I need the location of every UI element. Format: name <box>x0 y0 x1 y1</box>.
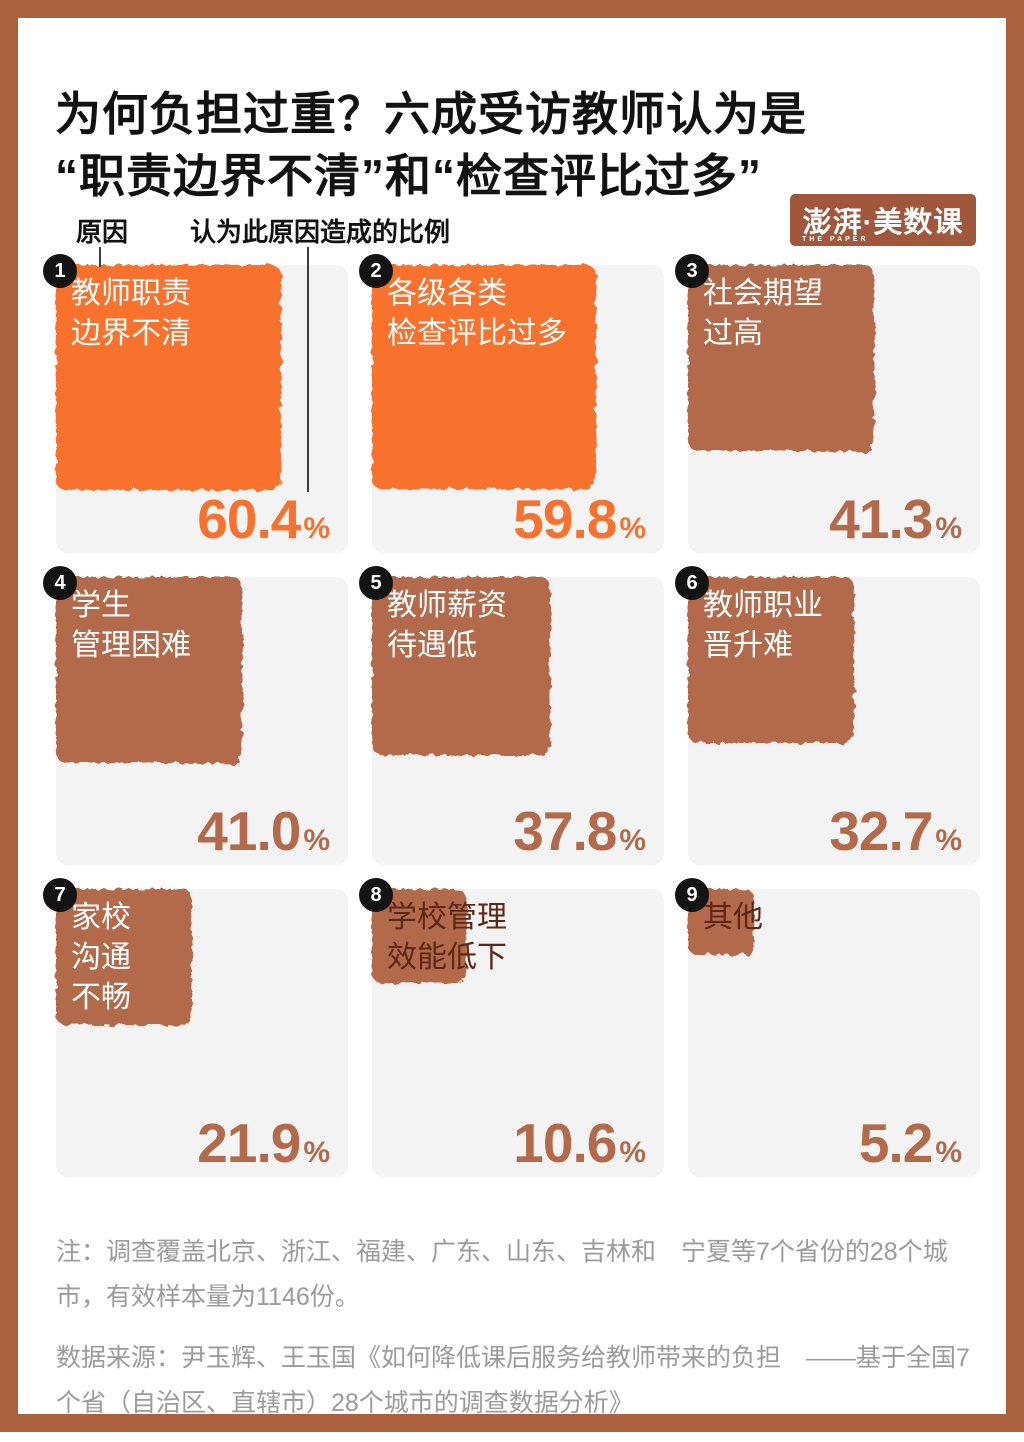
percent-sign: % <box>303 512 330 545</box>
percent-sign: % <box>619 512 646 545</box>
percent-sign: % <box>935 824 962 857</box>
rank-badge: 8 <box>359 878 393 912</box>
legend-proportion-label: 认为此原因造成的比例 <box>190 217 451 247</box>
legend-cause-callout-line <box>99 247 101 267</box>
cause-label: 家校 沟通 不畅 <box>71 901 131 1014</box>
logo-text: 澎湃·美数课 <box>802 207 964 239</box>
chart-cell-8: 8 学校管理 效能低下 10.6% <box>359 878 664 1177</box>
chart-grid: 1 教师职责 边界不清 60.4% 2 各级各类 检查评比过多 59.8% 3 … <box>43 254 980 1177</box>
value-square <box>56 577 242 763</box>
publisher-logo: 澎湃·美数课 THE PAPER <box>790 194 976 246</box>
chart-cell-4: 4 学生 管理困难 41.0% <box>43 566 348 865</box>
percentage-value: 37.8% <box>513 800 646 862</box>
legend-proportion-callout-line <box>307 247 309 492</box>
chart-cell-7: 7 家校 沟通 不畅 21.9% <box>43 878 348 1177</box>
title-line-1: 为何负担过重？六成受访教师认为是 <box>55 87 807 140</box>
cause-label: 学生 管理困难 <box>71 589 191 662</box>
cause-label: 各级各类 检查评比过多 <box>387 277 567 350</box>
percentage-value: 21.9% <box>197 1112 330 1174</box>
rank-badge: 1 <box>43 254 77 288</box>
logo-subtext: THE PAPER <box>802 236 869 243</box>
percentage-value: 10.6% <box>513 1112 646 1174</box>
percent-sign: % <box>303 824 330 857</box>
rank-badge: 7 <box>43 878 77 912</box>
value-square <box>372 577 550 755</box>
title-line-2: “职责边界不清”和“检查评比过多” <box>55 149 762 202</box>
percent-sign: % <box>935 1136 962 1169</box>
percentage-value: 41.3% <box>829 488 962 550</box>
rank-badge: 2 <box>359 254 393 288</box>
value-square <box>56 265 281 490</box>
percent-sign: % <box>935 512 962 545</box>
percent-sign: % <box>303 1136 330 1169</box>
cause-label: 其他 <box>703 901 763 934</box>
footnotes: 注：调查覆盖北京、浙江、福建、广东、山东、吉林和 宁夏等7个省份的28个城市，有… <box>56 1230 971 1442</box>
percentage-value: 59.8% <box>513 488 646 550</box>
value-square <box>56 889 192 1025</box>
chart-cell-2: 2 各级各类 检查评比过多 59.8% <box>359 254 664 553</box>
percentage-value: 5.2% <box>858 1112 962 1174</box>
chart-cell-6: 6 教师职业 晋升难 32.7% <box>675 566 980 865</box>
value-square <box>688 265 874 451</box>
percentage-value: 60.4% <box>197 488 330 550</box>
cause-label: 教师职业 晋升难 <box>703 589 823 662</box>
rank-badge: 3 <box>675 254 709 288</box>
rank-badge: 6 <box>675 566 709 600</box>
chart-cell-9: 9 其他 5.2% <box>675 878 980 1177</box>
survey-note: 注：调查覆盖北京、浙江、福建、广东、山东、吉林和 宁夏等7个省份的28个城市，有… <box>56 1238 948 1311</box>
percent-sign: % <box>619 1136 646 1169</box>
cause-label: 教师薪资 待遇低 <box>387 589 507 662</box>
percent-sign: % <box>619 824 646 857</box>
value-square <box>372 265 596 489</box>
value-square <box>688 577 854 743</box>
cause-label: 教师职责 边界不清 <box>71 277 191 350</box>
chart-cell-1: 1 教师职责 边界不清 60.4% <box>43 254 348 553</box>
chart-cell-3: 3 社会期望 过高 41.3% <box>675 254 980 553</box>
cause-label: 学校管理 效能低下 <box>387 901 507 974</box>
percentage-value: 32.7% <box>829 800 962 862</box>
legend-cause-label: 原因 <box>76 217 129 247</box>
cause-label: 社会期望 过高 <box>703 277 823 350</box>
data-source-note: 数据来源：尹玉辉、王玉国《如何降低课后服务给教师带来的负担 ——基于全国7个省（… <box>56 1344 970 1417</box>
chart-cell-5: 5 教师薪资 待遇低 37.8% <box>359 566 664 865</box>
rank-badge: 5 <box>359 566 393 600</box>
percentage-value: 41.0% <box>197 800 330 862</box>
rank-badge: 4 <box>43 566 77 600</box>
page-title: 为何负担过重？六成受访教师认为是 “职责边界不清”和“检查评比过多” <box>55 83 807 207</box>
rank-badge: 9 <box>675 878 709 912</box>
